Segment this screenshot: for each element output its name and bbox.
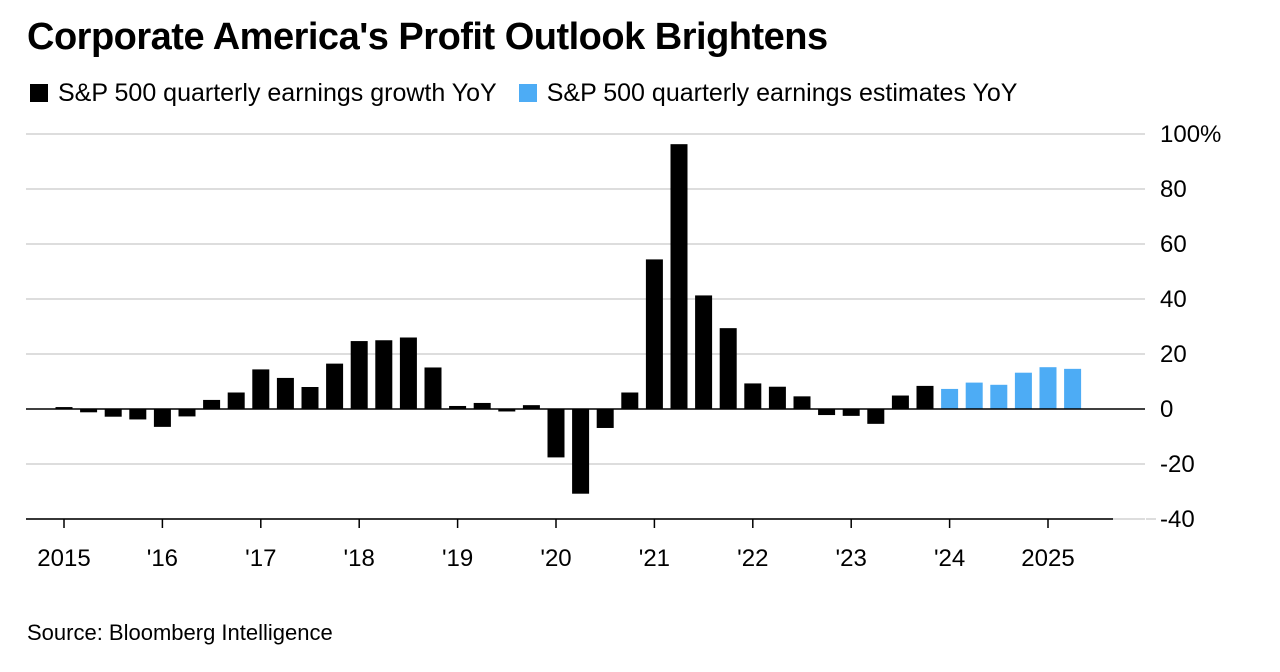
x-tick-label: '20	[540, 545, 571, 572]
bar-estimate	[965, 382, 983, 409]
bar-actual	[252, 369, 270, 409]
x-tick-label: 2025	[1021, 545, 1074, 572]
bar-actual	[621, 392, 639, 409]
x-tick-label: '16	[147, 545, 178, 572]
x-tick-label: '19	[442, 545, 473, 572]
bar-actual	[104, 409, 122, 417]
x-tick-label: '17	[245, 545, 276, 572]
legend-label-actual: S&P 500 quarterly earnings growth YoY	[58, 78, 497, 107]
source-note: Source: Bloomberg Intelligence	[27, 620, 333, 645]
bar-actual	[498, 409, 516, 412]
bar-actual	[842, 409, 860, 416]
bar-actual	[326, 363, 344, 409]
bar-actual	[55, 407, 73, 409]
x-tick-label: '18	[344, 545, 375, 572]
bar-actual	[129, 409, 147, 420]
bar-actual	[891, 395, 909, 409]
bar-actual	[645, 259, 663, 409]
y-tick-label: 80	[1160, 176, 1187, 203]
y-tick-label: 100%	[1160, 121, 1221, 148]
bar-actual	[596, 409, 614, 428]
bar-actual	[768, 386, 786, 409]
bar-actual	[350, 341, 368, 409]
legend-swatch-actual	[30, 84, 48, 102]
chart-title: Corporate America's Profit Outlook Brigh…	[27, 16, 828, 58]
y-tick-label: 20	[1160, 341, 1187, 368]
bar-actual	[719, 328, 737, 409]
y-tick-label: 60	[1160, 231, 1187, 258]
bar-actual	[547, 409, 565, 458]
bar-estimate	[990, 384, 1008, 409]
y-tick-label: 40	[1160, 286, 1187, 313]
bar-actual	[178, 409, 196, 417]
bar-actual	[301, 387, 319, 409]
bar-actual	[695, 295, 713, 409]
bar-actual	[670, 144, 688, 410]
bar-actual	[227, 392, 245, 409]
bar-estimate	[1064, 368, 1082, 409]
bar-actual	[522, 405, 540, 409]
x-tick-label: '23	[836, 545, 867, 572]
x-tick-label: '24	[934, 545, 965, 572]
bar-actual	[793, 396, 811, 409]
x-tick-label: 2015	[37, 545, 90, 572]
bar-estimate	[1039, 367, 1057, 409]
bar-actual	[375, 340, 393, 409]
bar-actual	[867, 409, 885, 424]
x-tick-label: '22	[737, 545, 768, 572]
bar-estimate	[1014, 372, 1032, 409]
bar-actual	[744, 383, 762, 409]
x-tick-label: '21	[639, 545, 670, 572]
bar-actual	[424, 367, 442, 409]
y-tick-label: -40	[1160, 506, 1195, 533]
bar-actual	[473, 402, 491, 409]
y-tick-label: -20	[1160, 451, 1195, 478]
bar-actual	[276, 377, 294, 409]
bar-actual	[449, 405, 467, 409]
bar-actual	[203, 399, 221, 409]
bar-actual	[80, 409, 98, 413]
legend-swatch-estimate	[518, 84, 537, 102]
bar-actual	[399, 337, 417, 409]
legend-label-estimate: S&P 500 quarterly earnings estimates YoY	[546, 78, 1018, 107]
bar-actual	[153, 409, 171, 427]
bar-estimate	[941, 388, 959, 409]
legend-item-estimate: S&P 500 quarterly earnings estimates YoY	[518, 78, 1018, 108]
bar-actual	[916, 385, 934, 409]
legend-item-actual: S&P 500 quarterly earnings growth YoY	[30, 79, 497, 108]
y-tick-label: 0	[1160, 396, 1173, 423]
bar-actual	[818, 409, 836, 416]
legend: S&P 500 quarterly earnings growth YoY S&…	[30, 76, 1039, 110]
bar-actual	[572, 409, 590, 494]
